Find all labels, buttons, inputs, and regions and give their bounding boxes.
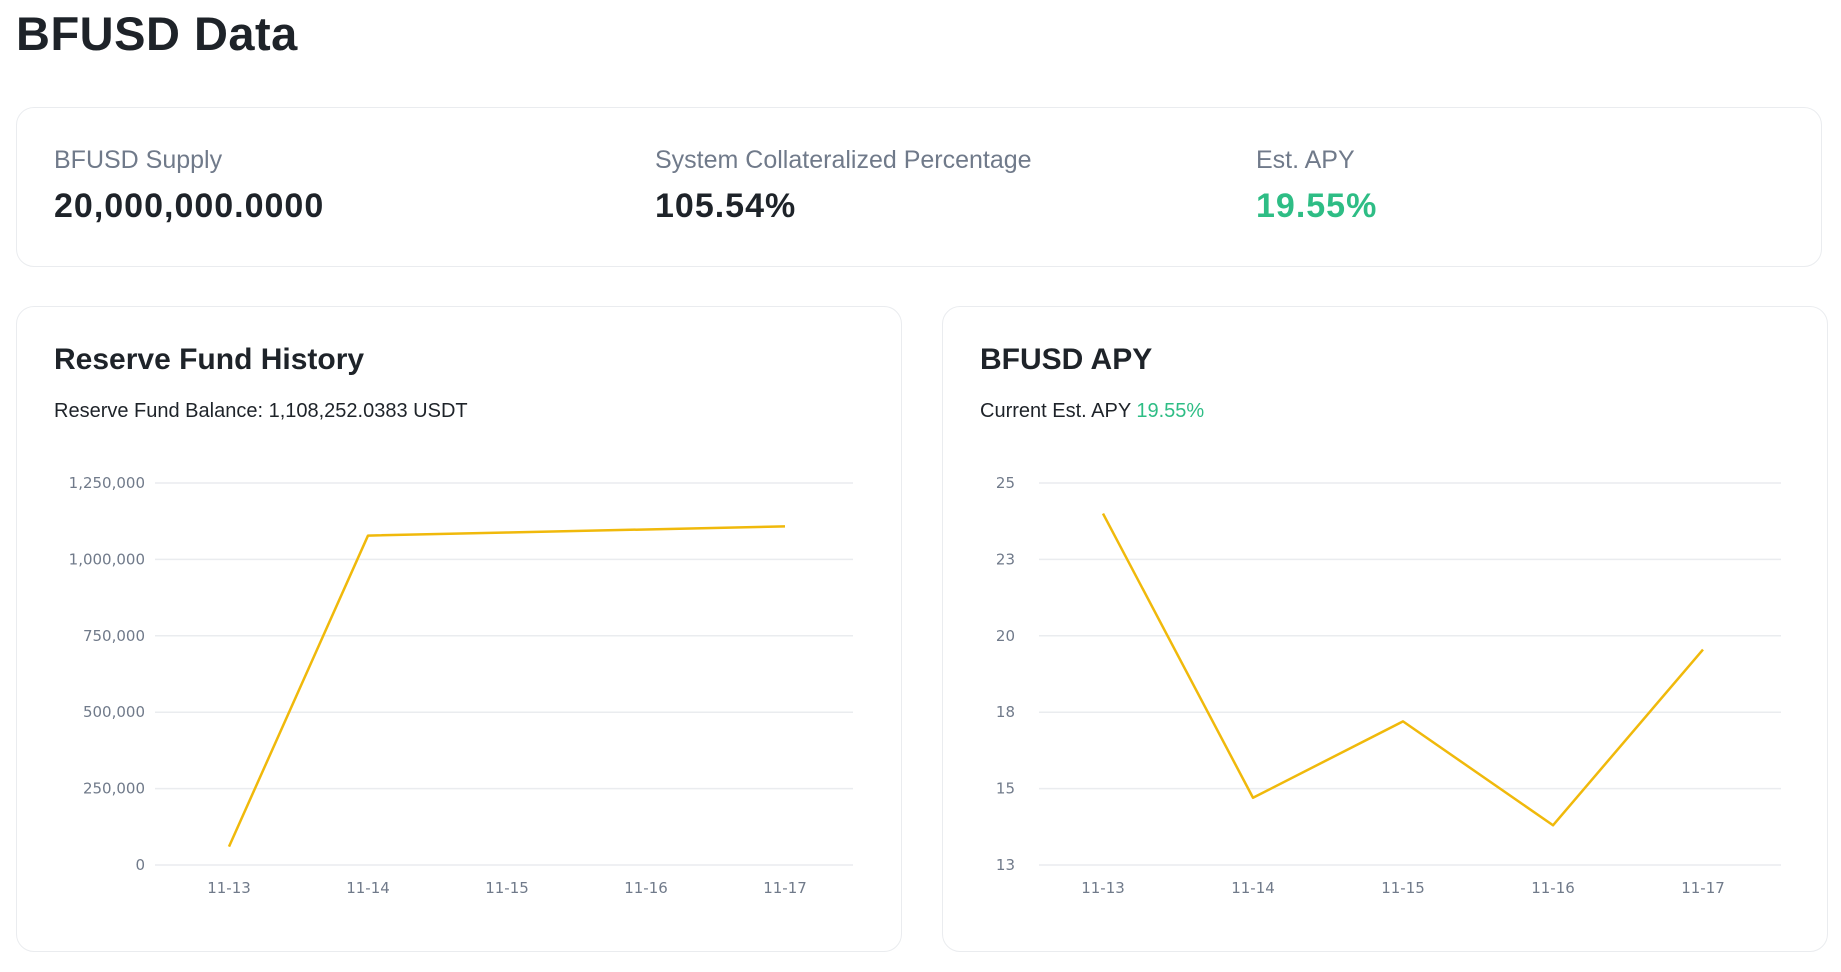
y-tick-label: 0	[135, 856, 145, 874]
y-tick-label: 1,000,000	[69, 550, 145, 568]
data-point[interactable]	[782, 523, 788, 529]
data-point[interactable]	[1100, 511, 1106, 517]
stat-label: Est. APY	[1256, 146, 1355, 174]
card-title: BFUSD APY	[980, 343, 1153, 376]
balance-value: 1,108,252.0383 USDT	[268, 400, 468, 422]
reserve-fund-card: Reserve Fund History Reserve Fund Balanc…	[16, 306, 902, 952]
data-point[interactable]	[1550, 822, 1556, 828]
stat-label: BFUSD Supply	[54, 146, 223, 174]
y-tick-label: 500,000	[83, 703, 145, 721]
y-tick-label: 18	[996, 703, 1015, 721]
x-tick-label: 11-16	[624, 879, 668, 897]
series-line	[227, 525, 786, 848]
y-tick-label: 23	[996, 550, 1015, 568]
x-tick-label: 11-13	[1081, 879, 1125, 897]
current-apy: Current Est. APY 19.55%	[980, 400, 1204, 423]
reserve-fund-chart[interactable]: 0 250,000 500,000 750,000 1,000,000 1,250,000…	[17, 307, 903, 953]
y-tick-label: 25	[996, 474, 1015, 492]
apy-chart[interactable]: 13 15 18 20 23 25 11-13 11-14 11-15 11-16 11-17	[943, 307, 1829, 953]
stat-label: System Collateralized Percentage	[655, 146, 1032, 174]
stat-value: 19.55%	[1256, 187, 1378, 225]
x-tick-label: 11-15	[1381, 879, 1425, 897]
data-point[interactable]	[1250, 795, 1256, 801]
page-title: BFUSD Data	[16, 7, 298, 60]
x-tick-label: 11-14	[1231, 879, 1275, 897]
stat-apy: Est. APY 19.55%	[1256, 146, 1377, 226]
data-point[interactable]	[1700, 647, 1706, 653]
x-tick-label: 11-15	[485, 879, 529, 897]
reserve-balance: Reserve Fund Balance: 1,108,252.0383 USD…	[54, 400, 468, 423]
data-point[interactable]	[504, 530, 510, 536]
x-tick-label: 11-13	[207, 879, 251, 897]
y-tick-label: 13	[996, 856, 1015, 874]
current-apy-value: 19.55%	[1136, 400, 1205, 422]
y-tick-label: 250,000	[83, 780, 145, 798]
stat-value: 20,000,000.0000	[54, 187, 325, 225]
y-tick-label: 20	[996, 627, 1015, 645]
y-tick-label: 750,000	[83, 627, 145, 645]
data-point[interactable]	[1400, 718, 1406, 724]
x-tick-label: 11-16	[1531, 879, 1575, 897]
x-tick-label: 11-17	[1681, 879, 1725, 897]
y-tick-label: 15	[996, 780, 1015, 798]
stat-collateral: System Collateralized Percentage 105.54%	[655, 146, 1032, 226]
current-apy-label: Current Est. APY	[980, 400, 1131, 422]
balance-label: Reserve Fund Balance:	[54, 400, 264, 422]
data-point[interactable]	[226, 844, 232, 850]
stat-supply: BFUSD Supply 20,000,000.0000	[54, 146, 324, 226]
stat-value: 105.54%	[655, 187, 797, 225]
apy-card: BFUSD APY Current Est. APY 19.55% 13 15 18…	[942, 306, 1828, 952]
series-line	[1101, 512, 1704, 827]
data-point[interactable]	[365, 533, 371, 539]
card-title: Reserve Fund History	[54, 343, 365, 376]
x-tick-label: 11-17	[763, 879, 807, 897]
data-point[interactable]	[643, 526, 649, 532]
stats-card: BFUSD Supply 20,000,000.0000 System Coll…	[16, 107, 1822, 267]
x-tick-label: 11-14	[346, 879, 390, 897]
y-tick-label: 1,250,000	[69, 474, 145, 492]
